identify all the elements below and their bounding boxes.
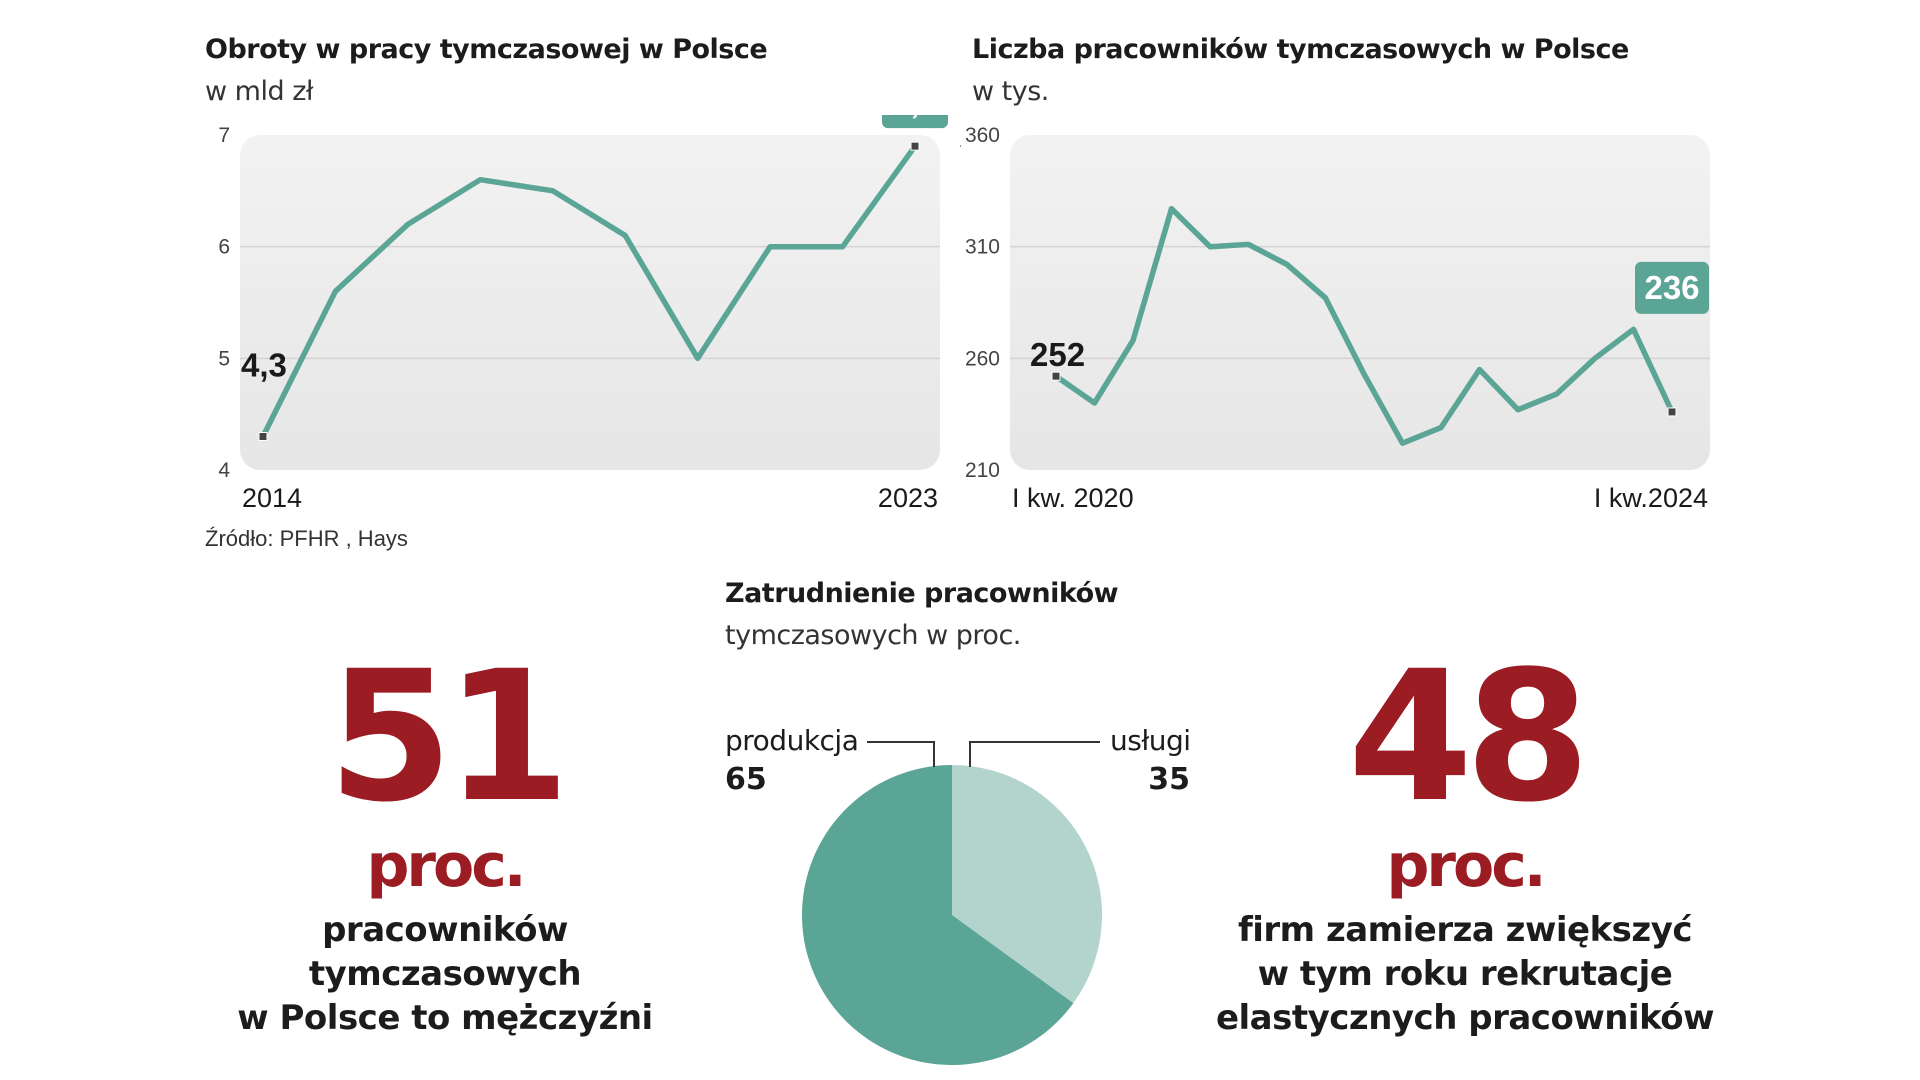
series-line <box>1053 205 1675 446</box>
stat-left-description: pracowników tymczasowych w Polsce to męż… <box>195 908 695 1040</box>
stat-left-line: tymczasowych <box>308 954 582 994</box>
start-point-marker <box>258 432 268 441</box>
series-line <box>260 143 918 440</box>
y-tick-label: 360 <box>965 124 1000 147</box>
chart1-subtitle: w mld zł <box>205 76 314 107</box>
pie-title: Zatrudnienie pracowników <box>725 578 1119 609</box>
stat-right-unit: proc. <box>1386 831 1546 901</box>
chart2-title: Liczba pracowników tymczasowych w Polsce <box>972 34 1629 65</box>
stat-left-unit: proc. <box>366 831 526 901</box>
pie-label-produkcja: produkcja <box>725 724 859 757</box>
y-tick-label: 5 <box>218 347 230 370</box>
start-value-label: 4,3 <box>241 347 287 384</box>
end-point-marker <box>1667 407 1677 417</box>
pie-slice-uslugi <box>952 765 1102 1004</box>
plot-background <box>240 135 940 470</box>
workers-line-chart: 360 310 260 210 a I kw. 2020 I kw.2024 252 236 <box>960 121 1710 513</box>
end-point-marker <box>910 141 920 151</box>
pie-value-uslugi: 35 <box>1148 762 1190 797</box>
y-top-prefix: a <box>960 121 961 154</box>
stat-left-line: w Polsce to mężczyźni <box>237 998 653 1038</box>
stat-right-line: elastycznych pracowników <box>1215 998 1715 1038</box>
pie-label-uslugi: usługi <box>1110 724 1191 757</box>
leader-line-uslugi <box>969 741 1100 767</box>
leader-line-produkcja <box>867 741 935 767</box>
employment-pie-chart <box>801 741 1102 1065</box>
start-point-marker <box>1051 371 1061 381</box>
pie-value-produkcja: 65 <box>725 762 767 797</box>
y-tick-label: 260 <box>965 347 1000 370</box>
chart2-subtitle: w tys. <box>972 76 1049 107</box>
stat-left-line: pracowników <box>322 910 568 950</box>
end-value-badge <box>1635 261 1709 314</box>
y-tick-label: 7 <box>218 124 230 147</box>
pie-slice-produkcja <box>801 765 1074 1065</box>
end-value-badge <box>882 115 948 129</box>
plot-background <box>1010 135 1710 470</box>
x-tick-label: 2023 <box>878 483 938 513</box>
chart1-title: Obroty w pracy tymczasowej w Polsce <box>205 34 768 65</box>
x-tick-label: 2014 <box>242 483 302 513</box>
start-value-label: 252 <box>1030 336 1085 373</box>
y-tick-label: 310 <box>965 236 1000 259</box>
revenue-line-chart: 7 6 5 4 2014 2023 4,3 6,9 <box>218 115 948 513</box>
x-tick-label: I kw. 2020 <box>1012 483 1134 513</box>
end-value-label: 6,9 <box>892 115 938 120</box>
stat-left-number: 51 <box>327 633 571 842</box>
stat-right-number: 48 <box>1347 633 1591 842</box>
pie-subtitle: tymczasowych w proc. <box>725 620 1021 651</box>
stat-right-line: firm zamierza zwiększyć <box>1237 910 1693 950</box>
y-tick-label: 4 <box>218 459 230 482</box>
y-tick-label: 210 <box>965 459 1000 482</box>
stat-right-description: firm zamierza zwiększyć w tym roku rekru… <box>1215 908 1715 1040</box>
y-tick-label: 6 <box>218 236 230 259</box>
x-tick-label: I kw.2024 <box>1594 483 1708 513</box>
stat-right-line: w tym roku rekrutacje <box>1257 954 1673 994</box>
source-note: Źródło: PFHR , Hays <box>205 526 408 551</box>
end-value-label: 236 <box>1644 269 1699 306</box>
